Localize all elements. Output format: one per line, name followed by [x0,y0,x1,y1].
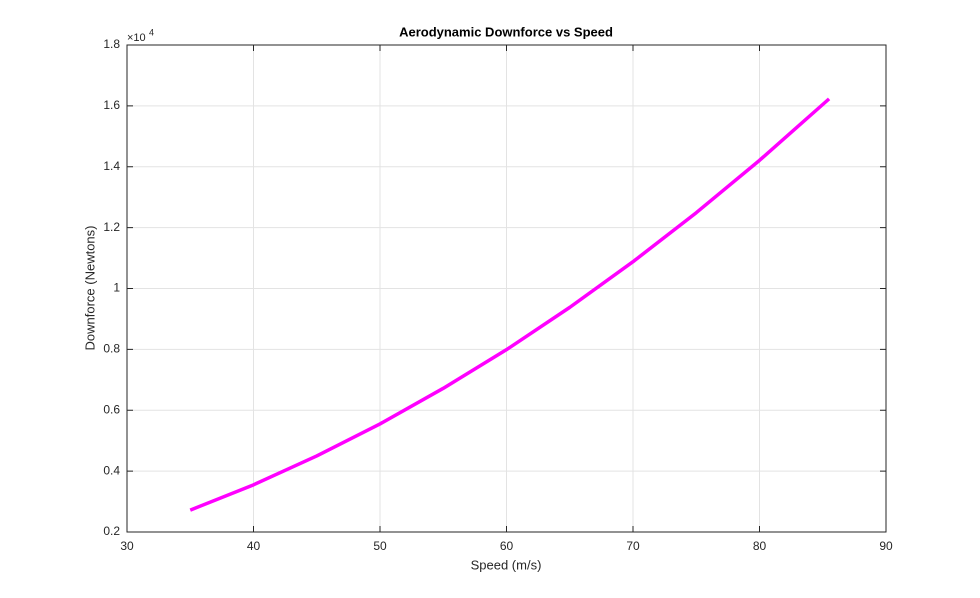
data-line [189,97,831,512]
y-tick-label: 1.8 [103,37,120,51]
x-tick-label: 50 [373,539,387,553]
y-tick-label: 0.8 [103,342,120,356]
x-tick-label: 90 [879,539,893,553]
y-tick-label: 1.2 [103,220,120,234]
x-tick-label: 30 [120,539,134,553]
plot-frame [126,44,887,533]
y-tick-label: 1.4 [103,159,120,173]
x-tick-label: 60 [500,539,514,553]
y-axis-label: Downforce (Newtons) [82,226,97,351]
x-tick-label: 70 [626,539,640,553]
y-tick-label: 0.6 [103,402,120,416]
y-tick-label: 1 [113,281,120,295]
y-tick-label: 0.2 [103,524,120,538]
x-tick-label: 80 [753,539,767,553]
x-axis-label: Speed (m/s) [471,557,542,572]
chart-title: Aerodynamic Downforce vs Speed [399,24,613,39]
y-scale-base: ×10 [127,32,146,44]
y-scale-exponent: 4 [149,27,154,37]
x-tick-label: 40 [247,539,261,553]
y-tick-label: 1.6 [103,98,120,112]
y-tick-label: 0.4 [103,463,120,477]
